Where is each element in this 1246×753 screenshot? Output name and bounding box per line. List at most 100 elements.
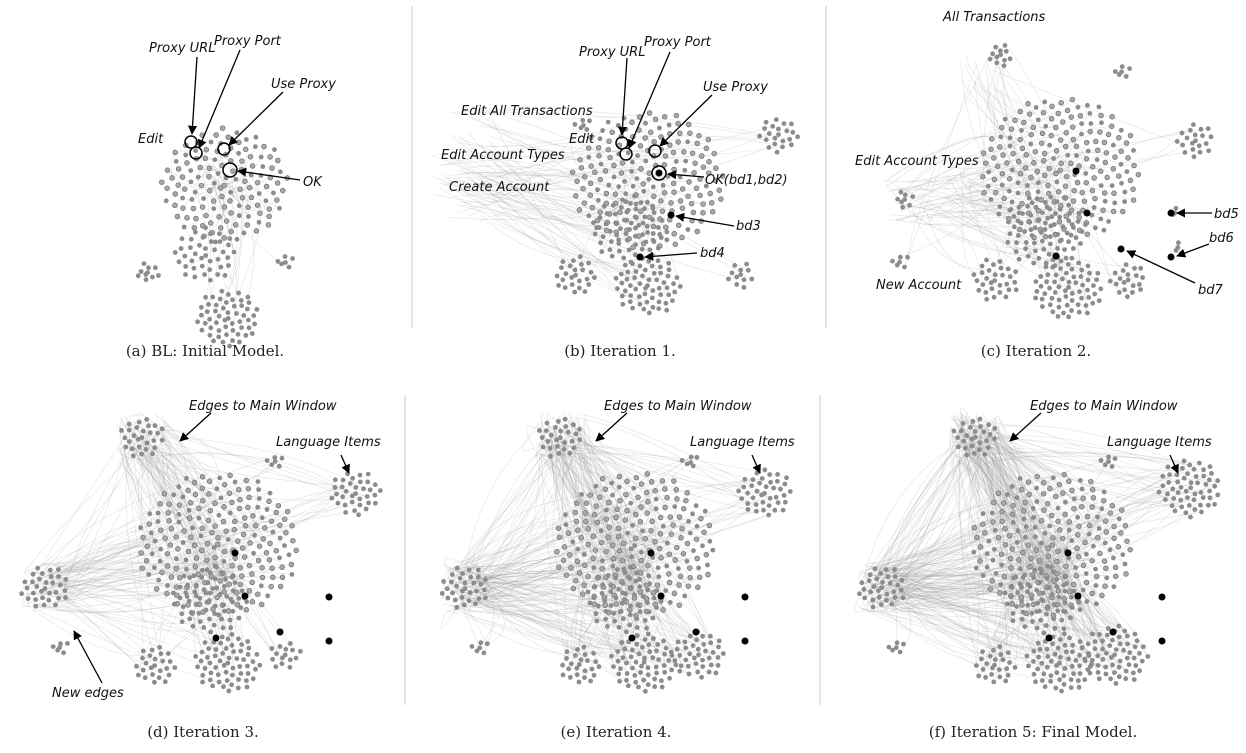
graph-node <box>684 540 691 547</box>
graph-edge <box>868 421 974 606</box>
graph-node <box>613 514 619 521</box>
graph-node <box>611 162 617 169</box>
graph-edge <box>975 417 1016 550</box>
graph-node <box>1096 676 1102 682</box>
graph-node <box>271 190 276 196</box>
graph-node <box>1023 240 1029 245</box>
graph-node <box>1058 100 1064 106</box>
graph-node <box>144 440 150 446</box>
graph-node <box>204 540 211 547</box>
graph-node <box>772 135 778 141</box>
graph-node <box>1098 112 1104 119</box>
annotation-arrow <box>1009 412 1042 442</box>
graph-node <box>708 640 714 646</box>
graph-node <box>1047 302 1053 308</box>
graph-node <box>569 275 575 280</box>
graph-node <box>1178 497 1184 503</box>
graph-edge <box>479 125 625 182</box>
graph-node <box>1092 291 1098 297</box>
graph-edge <box>476 579 690 675</box>
graph-node <box>661 190 668 196</box>
graph-edge <box>608 540 655 687</box>
graph-node <box>280 187 286 194</box>
graph-node <box>632 673 638 678</box>
graph-node <box>1122 199 1127 205</box>
graph-node <box>439 591 445 596</box>
graph-node <box>997 674 1003 680</box>
graph-edge <box>464 449 577 584</box>
graph-node <box>571 258 576 263</box>
graph-node <box>279 574 286 581</box>
graph-edge <box>556 425 656 492</box>
graph-node <box>1174 472 1180 478</box>
graph-edge <box>209 175 237 307</box>
graph-edge <box>51 493 210 587</box>
graph-node <box>1020 508 1027 514</box>
graph-node <box>357 502 363 508</box>
node-label: Use Proxy <box>271 77 336 92</box>
graph-node <box>1025 203 1030 209</box>
graph-node <box>605 573 611 578</box>
graph-node <box>126 439 132 444</box>
graph-edge <box>969 130 1191 209</box>
graph-node <box>706 522 713 529</box>
graph-node <box>689 150 696 156</box>
graph-node <box>565 530 572 536</box>
graph-node <box>230 599 235 605</box>
graph-node <box>981 429 987 435</box>
graph-node <box>144 417 150 422</box>
graph-node <box>662 669 668 675</box>
graph-node <box>990 557 996 563</box>
graph-node <box>1038 230 1044 235</box>
graph-edge <box>905 582 1000 604</box>
graph-node <box>1086 531 1092 537</box>
graph-node <box>589 204 596 211</box>
graph-node <box>618 666 623 672</box>
graph-node <box>162 535 168 541</box>
graph-node <box>1105 131 1112 138</box>
graph-node <box>716 187 723 193</box>
graph-node <box>780 507 786 513</box>
graph-node <box>1050 535 1056 541</box>
graph-node <box>236 139 242 146</box>
graph-node <box>780 144 785 150</box>
graph-node <box>1094 601 1099 607</box>
graph-node <box>895 582 901 588</box>
graph-node <box>172 149 178 156</box>
graph-edge <box>870 572 1032 591</box>
graph-node <box>557 435 563 441</box>
graph-node <box>184 476 189 481</box>
graph-node <box>645 499 651 505</box>
graph-node <box>784 475 789 481</box>
graph-edge <box>607 534 694 551</box>
graph-node <box>461 602 467 608</box>
graph-node <box>1020 211 1025 217</box>
graph-node <box>1019 127 1024 133</box>
graph-edge <box>955 432 1179 493</box>
graph-node <box>556 534 563 540</box>
graph-node <box>1141 644 1146 650</box>
graph-node <box>232 479 238 485</box>
graph-edge <box>891 182 1039 191</box>
graph-node <box>220 625 226 631</box>
graph-node <box>1132 631 1138 637</box>
graph-node <box>214 585 220 591</box>
graph-node <box>963 445 968 451</box>
graph-node <box>745 490 750 496</box>
graph-node <box>588 269 594 275</box>
graph-node <box>694 228 701 235</box>
graph-node <box>1041 630 1047 636</box>
graph-node <box>1091 175 1097 181</box>
graph-node <box>207 258 213 264</box>
graph-node <box>282 652 288 658</box>
graph-node <box>610 563 616 569</box>
graph-node <box>1099 506 1105 512</box>
graph-node <box>174 556 179 562</box>
graph-node <box>672 289 678 295</box>
graph-node <box>1062 143 1069 150</box>
graph-node <box>992 436 997 442</box>
graph-node <box>1013 287 1019 293</box>
graph-node <box>1006 532 1013 539</box>
graph-node <box>1017 476 1023 481</box>
graph-node <box>349 499 355 505</box>
